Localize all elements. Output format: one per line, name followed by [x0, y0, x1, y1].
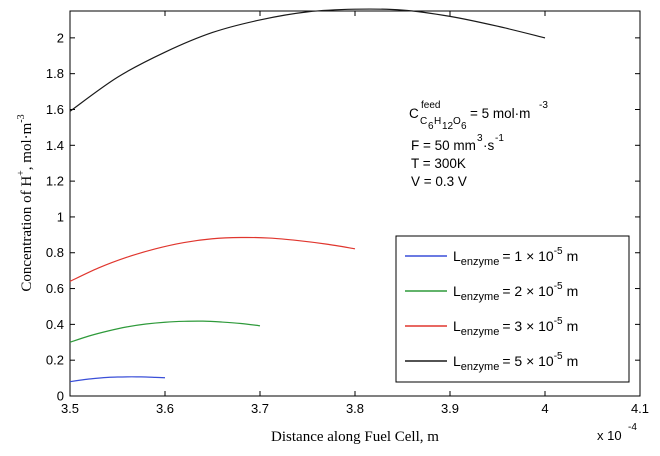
legend-exponent: -5: [554, 281, 563, 292]
x-tick-label: 3.5: [61, 401, 79, 416]
y-tick-label: 1.8: [46, 66, 64, 81]
legend-box: [395, 235, 630, 383]
legend-value: = 1 × 10: [502, 248, 554, 264]
feed-subscript-o: O: [453, 116, 461, 127]
legend-label-1: Lenzyme = 1 × 10-5 m: [453, 246, 578, 268]
axis-tick-labels: 3.5 3.6 3.7 3.8 3.9 4 4.1 0 0.2 0.4 0.6 0.8 1 1.2 1.4 1…: [46, 30, 649, 416]
legend-exponent: -5: [554, 351, 563, 362]
legend-symbol: L: [453, 318, 461, 334]
y-tick-label: 1: [57, 209, 64, 224]
y-tick-label: 0.2: [46, 353, 64, 368]
y-tick-label: 1.6: [46, 102, 64, 117]
y-tick-label: 0: [57, 389, 64, 404]
legend-unit: m: [567, 318, 579, 334]
feed-value-sup: -3: [539, 100, 548, 111]
y-axis-title-sup: +: [16, 170, 27, 176]
voltage: V = 0.3 V: [411, 174, 467, 189]
temperature: T = 300K: [411, 156, 466, 171]
y-axis-title-unit: , mol·m: [19, 122, 35, 170]
feed-subscript-12: 12: [442, 121, 454, 132]
legend-value: = 2 × 10: [502, 283, 554, 299]
legend-exponent: -5: [554, 246, 563, 257]
flow-rate-suffix-sup: -1: [495, 133, 504, 144]
feed-superscript: feed: [421, 100, 440, 111]
legend-subscript: enzyme: [461, 291, 500, 303]
axis-ticks: [69, 11, 641, 397]
y-axis-title: Concentration of H+, mol·m-3: [16, 114, 35, 291]
feed-symbol: C: [409, 106, 419, 121]
series-line-2: [69, 320, 261, 343]
feed-value: = 5 mol·m: [470, 106, 530, 121]
legend-exponent: -5: [554, 316, 563, 327]
legend-symbol: L: [453, 283, 461, 299]
x-axis-multiplier: x 10: [597, 428, 622, 443]
y-tick-label: 0.6: [46, 281, 64, 296]
series-lines: [69, 8, 546, 383]
flow-rate: F = 50 mm: [411, 138, 476, 153]
legend-symbol: L: [453, 353, 461, 369]
x-tick-label: 3.7: [251, 401, 269, 416]
x-tick-label: 3.8: [346, 401, 364, 416]
series-line-1: [69, 376, 166, 383]
feed-subscript-6a: 6: [428, 121, 434, 132]
y-tick-label: 1.4: [46, 138, 64, 153]
series-line-3: [69, 236, 356, 282]
legend-value: = 5 × 10: [502, 353, 554, 369]
y-tick-label: 2: [57, 30, 64, 45]
y-axis-title-unit-sup: -3: [16, 114, 27, 122]
legend-unit: m: [567, 248, 579, 264]
y-tick-label: 0.4: [46, 317, 64, 332]
legend-label-4: Lenzyme = 5 × 10-5 m: [453, 351, 578, 373]
legend-label-3: Lenzyme = 3 × 10-5 m: [453, 316, 578, 338]
legend-subscript: enzyme: [461, 256, 500, 268]
flow-rate-sup: 3: [477, 133, 483, 144]
legend-subscript: enzyme: [461, 326, 500, 338]
x-tick-label: 3.9: [441, 401, 459, 416]
legend-unit: m: [567, 353, 579, 369]
feed-subscript-c: C: [420, 116, 427, 127]
x-axis-multiplier-exponent: -4: [628, 422, 637, 433]
flow-rate-suffix: ·s: [483, 138, 494, 153]
legend-value: = 3 × 10: [502, 318, 554, 334]
conditions-annotation: C feed C 6 H 12 O 6 = 5 mol·m -3 F = 50 …: [409, 100, 548, 189]
y-tick-label: 0.8: [46, 245, 64, 260]
legend-symbol: L: [453, 248, 461, 264]
y-axis-title-main: Concentration of H: [19, 176, 35, 292]
feed-subscript-h: H: [434, 116, 441, 127]
x-tick-label: 4: [541, 401, 548, 416]
feed-subscript-6b: 6: [461, 121, 467, 132]
legend-label-2: Lenzyme = 2 × 10-5 m: [453, 281, 578, 303]
x-tick-label: 4.1: [631, 401, 649, 416]
svg-text:Concentration of H+, mol·m-3: Concentration of H+, mol·m-3: [16, 114, 35, 291]
legend-unit: m: [567, 283, 579, 299]
x-axis-title: Distance along Fuel Cell, m: [271, 429, 439, 445]
y-tick-label: 1.2: [46, 174, 64, 189]
x-tick-label: 3.6: [156, 401, 174, 416]
legend-subscript: enzyme: [461, 361, 500, 373]
series-line-4: [69, 8, 546, 112]
